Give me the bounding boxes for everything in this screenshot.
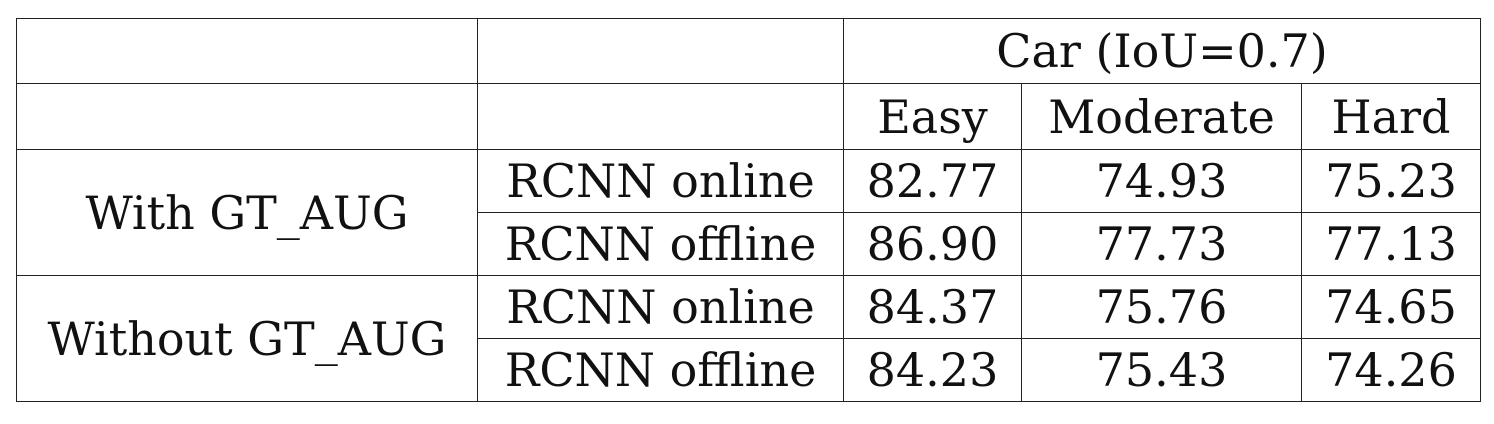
easy-value: 82.77 <box>843 149 1022 213</box>
table-row: With GT_AUG RCNN online 82.77 74.93 75.2… <box>16 149 1482 276</box>
group-label-with-gt-aug: With GT_AUG <box>16 149 478 276</box>
hard-value: 77.13 <box>1300 212 1482 276</box>
method-cell: RCNN offline <box>477 338 844 402</box>
easy-value: 86.90 <box>843 212 1022 276</box>
car-iou-header: Car (IoU=0.7) <box>842 18 1482 84</box>
hard-header: Hard <box>1300 83 1482 150</box>
moderate-value: 77.73 <box>1021 212 1302 276</box>
method-cell: RCNN offline <box>477 212 844 276</box>
empty-corner-cell <box>477 18 844 84</box>
table-row: RCNN offline 84.23 75.43 74.26 <box>17 338 1482 402</box>
header-row-difficulty: Easy Moderate Hard <box>16 83 1482 150</box>
moderate-header: Moderate <box>1021 83 1302 150</box>
method-cell: RCNN online <box>477 149 844 213</box>
moderate-value: 75.43 <box>1021 338 1302 402</box>
easy-value: 84.37 <box>843 275 1022 339</box>
hard-value: 74.65 <box>1300 275 1482 339</box>
results-table: Car (IoU=0.7) Easy Moderate Hard With GT… <box>16 18 1482 402</box>
empty-corner-cell <box>477 83 844 150</box>
header-row-group: Car (IoU=0.7) <box>16 18 1482 84</box>
hard-value: 74.26 <box>1300 338 1482 402</box>
easy-header: Easy <box>843 83 1022 150</box>
easy-value: 84.23 <box>843 338 1022 402</box>
hard-value: 75.23 <box>1300 149 1482 213</box>
empty-corner-cell <box>16 18 478 84</box>
moderate-value: 75.76 <box>1021 275 1302 339</box>
moderate-value: 74.93 <box>1021 149 1302 213</box>
method-cell: RCNN online <box>477 275 844 339</box>
empty-corner-cell <box>16 83 478 150</box>
table-row: Without GT_AUG RCNN online 84.37 75.76 7… <box>16 275 1482 402</box>
group-label-without-gt-aug: Without GT_AUG <box>16 275 478 402</box>
